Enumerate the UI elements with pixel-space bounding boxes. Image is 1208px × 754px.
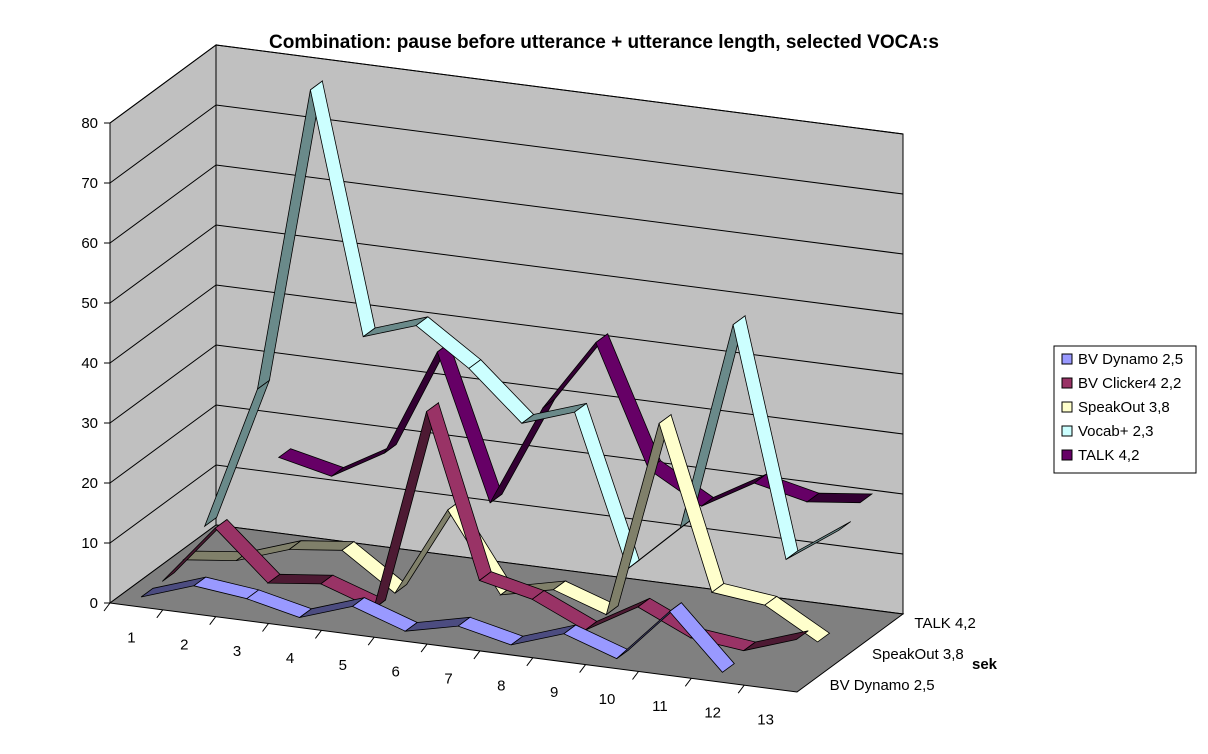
y-tick-label: 80 [81, 115, 98, 132]
x-tick-label: 11 [652, 698, 668, 715]
series-segment [743, 630, 809, 652]
x-tick-mark [684, 677, 692, 687]
x-tick-label: 6 [392, 664, 400, 681]
legend-swatch [1061, 377, 1073, 389]
x-tick-mark [737, 684, 745, 694]
x-tick-label: 4 [286, 650, 294, 667]
x-tick-mark [262, 623, 269, 632]
y-tick-label: 20 [81, 475, 98, 492]
x-tick-label: 12 [704, 705, 721, 722]
x-tick-mark [367, 636, 375, 646]
legend-swatch [1061, 449, 1073, 461]
legend-entry: Vocab+ 2,3 [1078, 423, 1153, 440]
depth-axis-label: sek [972, 656, 998, 673]
plot-area [140, 80, 874, 673]
series-segment [764, 595, 831, 643]
series-segment [805, 492, 874, 504]
legend-box [1053, 345, 1197, 474]
x-tick-mark [526, 657, 534, 667]
x-tick-mark [632, 671, 639, 680]
x-tick-mark [103, 602, 111, 612]
x-tick-label: 3 [233, 643, 241, 660]
series-segment [785, 521, 851, 560]
legend-entry: TALK 4,2 [1078, 447, 1139, 464]
gridline [109, 104, 904, 195]
depth-tick-label: SpeakOut 3,8 [872, 646, 964, 663]
gridline [109, 464, 904, 555]
depth-tick-label: BV Dynamo 2,5 [830, 677, 935, 694]
x-tick-label: 2 [180, 636, 188, 653]
y-tick-label: 60 [81, 235, 98, 252]
x-tick-label: 10 [599, 691, 616, 708]
legend-swatch [1061, 353, 1073, 365]
x-tick-label: 9 [550, 684, 558, 701]
legend-swatch [1061, 425, 1073, 437]
legend: BV Dynamo 2,5 BV Clicker4 2,2 SpeakOut 3,8… [1053, 345, 1197, 474]
series-0 [140, 576, 735, 673]
y-tick-label: 40 [81, 355, 98, 372]
y-tick-label: 0 [90, 595, 98, 612]
legend-entry: BV Clicker4 2,2 [1078, 375, 1181, 392]
chart-walls [108, 44, 905, 693]
gridline [109, 224, 904, 315]
x-tick-label: 1 [127, 629, 135, 646]
x-tick-label: 13 [757, 712, 774, 729]
legend-swatch [1061, 401, 1073, 413]
y-tick-label: 30 [81, 415, 98, 432]
x-tick-mark [314, 630, 322, 639]
x-tick-label: 8 [497, 677, 505, 694]
gridline [109, 284, 904, 375]
series-segment [668, 602, 735, 673]
y-tick-label: 70 [81, 175, 98, 192]
gridline [109, 344, 904, 435]
series-3 [203, 80, 851, 570]
depth-tick-label: TALK 4,2 [914, 615, 975, 632]
y-tick-label: 50 [81, 295, 98, 312]
x-tick-label: 7 [444, 671, 452, 688]
x-tick-mark [209, 616, 217, 626]
y-tick-label: 10 [81, 535, 98, 552]
gridline [109, 44, 904, 135]
x-tick-mark [156, 609, 164, 619]
x-tick-mark [579, 664, 586, 673]
gridline [109, 164, 904, 255]
x-tick-label: 5 [339, 657, 347, 674]
chart-title: Combination: pause before utterance + ut… [269, 32, 939, 53]
x-tick-mark [473, 650, 481, 660]
legend-entry: BV Dynamo 2,5 [1078, 351, 1183, 368]
x-tick-mark [420, 643, 428, 653]
legend-entry: SpeakOut 3,8 [1078, 399, 1170, 416]
